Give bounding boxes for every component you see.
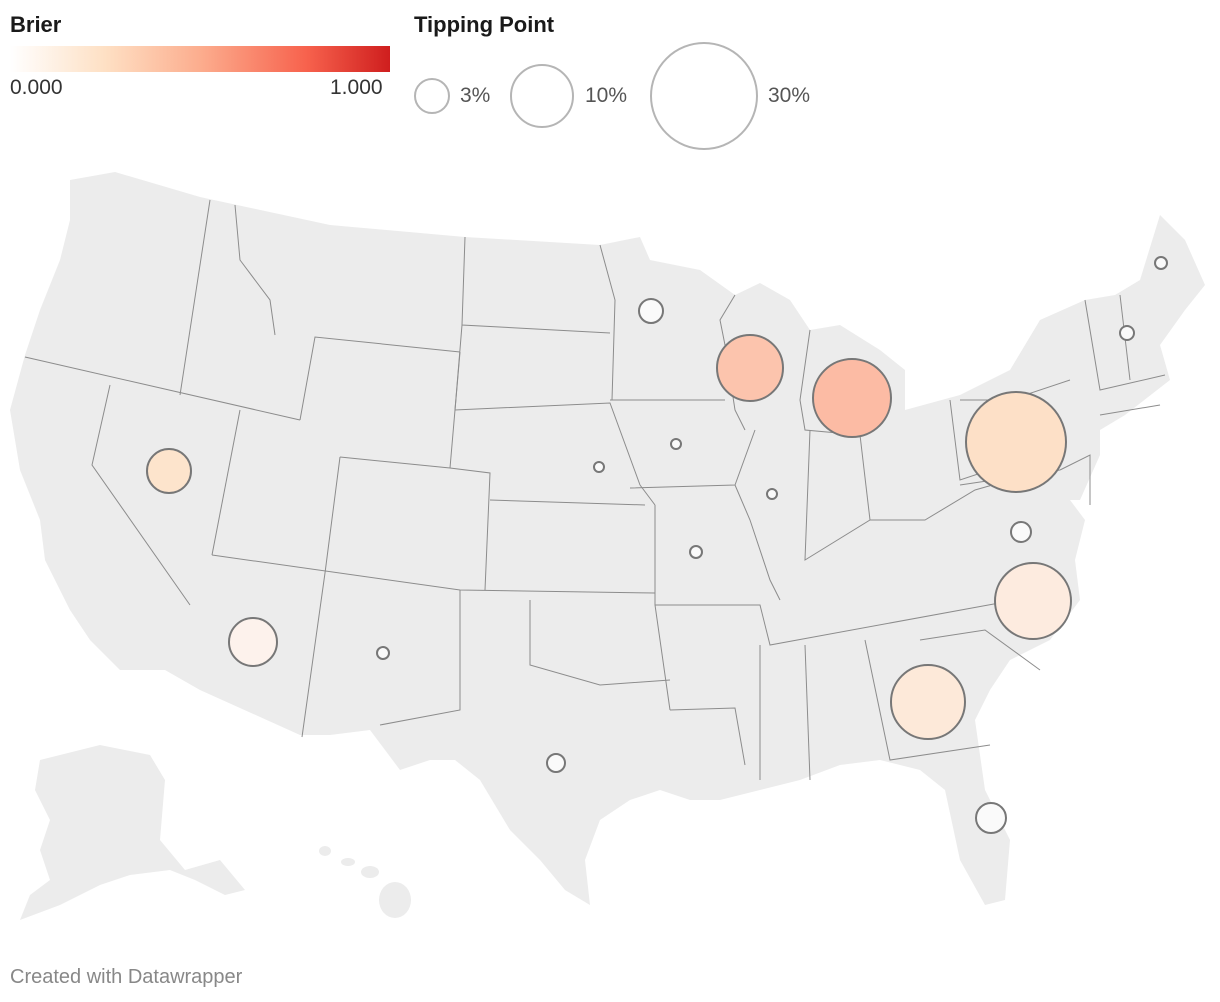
size-legend-circle-3 [414,78,450,114]
symbol-missouri [689,545,703,559]
size-legend-label-3: 3% [460,84,491,107]
symbol-pennsylvania [965,391,1067,493]
color-legend-min: 0.000 [10,76,63,99]
symbol-arizona [228,617,278,667]
symbol-florida [975,802,1007,834]
size-legend-circle-10 [510,64,574,128]
size-legend-circles [414,42,758,150]
color-legend-title: Brier [10,12,62,37]
symbol-new-hampshire [1119,325,1135,341]
symbol-north-carolina [994,562,1072,640]
symbol-iowa [670,438,682,450]
size-legend-circle-30 [650,42,758,150]
color-legend-gradient [10,46,390,72]
symbol-texas [546,753,566,773]
symbol-georgia [890,664,966,740]
symbol-nebraska [593,461,605,473]
color-legend-max: 1.000 [330,76,383,99]
hawaii-maui [361,866,379,878]
alaska-landmass [20,745,245,920]
symbol-illinois [766,488,778,500]
hawaii-oahu [341,858,355,866]
symbol-virginia [1010,521,1032,543]
symbol-michigan [812,358,892,438]
symbol-nevada [146,448,192,494]
symbol-minnesota [638,298,664,324]
land [10,172,1205,920]
hawaii-big-island [379,882,411,918]
size-legend-label-30: 30% [768,84,811,107]
size-legend-title: Tipping Point [414,12,555,37]
hawaii-kauai [319,846,331,856]
symbol-maine [1154,256,1168,270]
size-legend-label-10: 10% [585,84,628,107]
datawrapper-credit[interactable]: Created with Datawrapper [10,966,243,988]
state-symbols [146,256,1168,834]
symbol-new-mexico [376,646,390,660]
us-map [10,172,1205,920]
symbol-wisconsin [716,334,784,402]
